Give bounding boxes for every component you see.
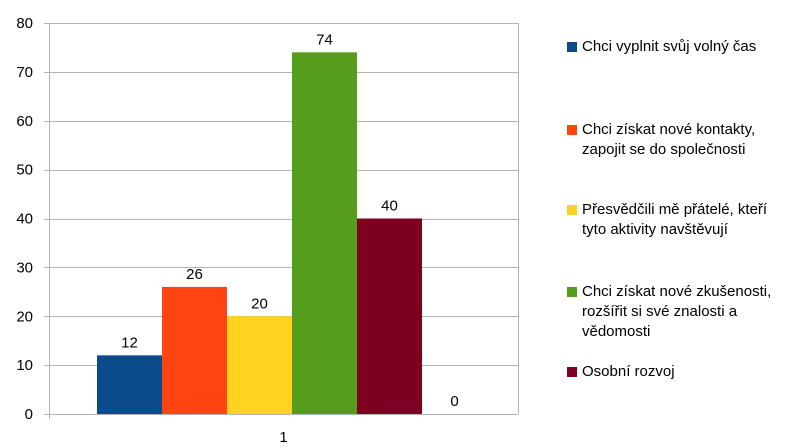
data-labels: 12 26 20 74 40 0 <box>121 31 459 410</box>
y-tick-label: 50 <box>16 162 33 179</box>
legend-label-line: tyto aktivity navštěvují <box>582 221 728 238</box>
data-label-1: 12 <box>121 334 138 351</box>
legend-swatch <box>567 367 577 377</box>
legend-item: Přesvědčili mě přátelé, kteří tyto aktivi… <box>567 200 804 240</box>
legend-label-line: zapojit se do společnosti <box>582 141 746 158</box>
legend-label-line: rozšířit si své znalosti a <box>582 303 738 320</box>
data-label-4: 74 <box>316 31 333 48</box>
y-tick-label: 0 <box>25 406 33 423</box>
bar-chart: 0 10 20 30 40 50 60 70 80 12 26 20 74 40 0 1 <box>16 15 519 446</box>
legend-label-line: Chci vyplnit svůj volný čas <box>582 38 757 55</box>
bar-4 <box>292 52 357 414</box>
bars <box>97 52 422 414</box>
legend-swatch <box>567 287 577 297</box>
legend-label-line: Chci získat nové zkušenosti, <box>582 283 772 300</box>
bar-3 <box>227 316 292 414</box>
y-tick-label: 10 <box>16 357 33 374</box>
data-label-3: 20 <box>251 295 268 312</box>
legend-item: Chci vyplnit svůj volný čas <box>567 37 804 57</box>
legend-label-line: Osobní rozvoj <box>582 363 675 380</box>
legend-label: Osobní rozvoj <box>582 362 675 382</box>
y-tick-label: 80 <box>16 15 33 32</box>
bar-1 <box>97 355 162 414</box>
legend-label-line: Přesvědčili mě přátelé, kteří <box>582 201 768 218</box>
legend-label: Chci získat nové zkušenosti, rozšířit si … <box>582 282 771 342</box>
y-tick-label: 30 <box>16 259 33 276</box>
legend-swatch <box>567 125 577 135</box>
data-label-6: 0 <box>450 393 458 410</box>
bar-5 <box>357 218 422 414</box>
legend-label-line: Chci získat nové kontakty, <box>582 121 756 138</box>
y-tick-label: 70 <box>16 64 33 81</box>
data-label-5: 40 <box>381 198 398 215</box>
y-axis-ticks: 0 10 20 30 40 50 60 70 80 <box>16 15 33 423</box>
y-tick-label: 60 <box>16 113 33 130</box>
x-axis-ticks: 1 <box>279 429 287 446</box>
legend-swatch <box>567 42 577 52</box>
bar-2 <box>162 286 227 414</box>
x-tick-label: 1 <box>279 429 287 446</box>
legend-label: Chci vyplnit svůj volný čas <box>582 37 756 57</box>
y-tick-label: 40 <box>16 211 33 228</box>
data-label-2: 26 <box>186 266 203 283</box>
legend-item: Chci získat nové zkušenosti, rozšířit si … <box>567 282 804 342</box>
legend-swatch <box>567 205 577 215</box>
legend-label-line: vědomosti <box>582 323 651 340</box>
legend-item: Osobní rozvoj <box>567 362 804 382</box>
y-tick-label: 20 <box>16 308 33 325</box>
legend-item: Chci získat nové kontakty, zapojit se do … <box>567 120 804 160</box>
legend-label: Přesvědčili mě přátelé, kteří tyto aktivi… <box>582 200 767 240</box>
legend-label: Chci získat nové kontakty, zapojit se do … <box>582 120 755 160</box>
